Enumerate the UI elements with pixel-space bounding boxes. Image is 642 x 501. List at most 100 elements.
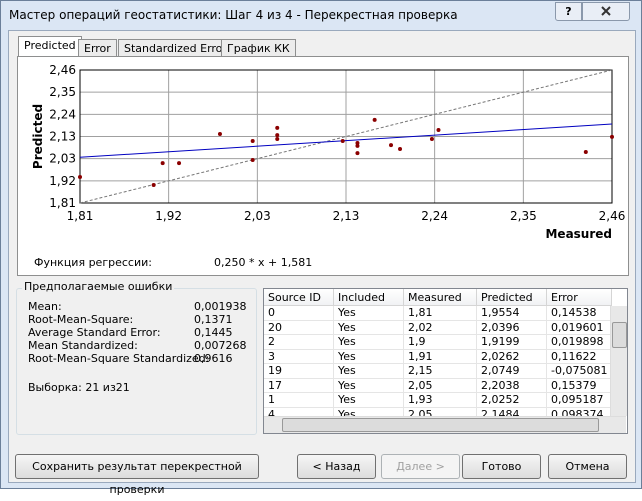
point [355, 143, 360, 148]
y-tick-label: 2,35 [49, 85, 76, 99]
table-box: Source ID Included Measured Predicted Error 0… [263, 288, 628, 434]
regression-label: Функция регрессии: [34, 256, 152, 269]
table-cell: Yes [333, 378, 404, 393]
table-cell: 3 [264, 349, 334, 364]
table-row: 19 Yes 2,15 2,0749 -0,075081 [264, 363, 612, 379]
window-title: Мастер операций геостатистики: Шаг 4 из … [9, 8, 458, 22]
error-label: Root-Mean-Square Standardized: [28, 352, 210, 365]
table-cell: 2,02 [403, 320, 477, 335]
table-cell: 2,2038 [476, 378, 547, 393]
client-area: Predicted Error Standardized Error График К… [8, 30, 636, 496]
cancel-button[interactable]: Отмена [548, 454, 627, 479]
table-cell: 1,9554 [476, 305, 547, 321]
column-header[interactable]: Included [333, 289, 404, 306]
table-cell: 2,0262 [476, 349, 547, 364]
table-cell: 20 [264, 320, 334, 335]
error-value: 0,9616 [194, 352, 233, 365]
sample-count: Выборка: 21 из21 [28, 381, 130, 394]
table-cell: 0,019898 [546, 334, 612, 350]
regression-formula: 0,250 * x + 1,581 [214, 256, 313, 269]
table-row: 3 Yes 1,91 2,0262 0,11622 [264, 349, 612, 364]
table-cell: 19 [264, 363, 334, 379]
x-tick-label: 2,24 [421, 209, 448, 223]
error-label: Root-Mean-Square: [28, 313, 134, 326]
point [160, 161, 165, 166]
v-thumb[interactable] [612, 322, 627, 348]
column-header[interactable]: Error [546, 289, 612, 306]
error-value: 0,001938 [194, 300, 247, 313]
finish-button[interactable]: Готово [462, 454, 541, 479]
point [429, 136, 434, 141]
h-thumb[interactable] [282, 418, 599, 432]
y-tick-label: 2,46 [49, 63, 76, 77]
table-cell: 1,81 [403, 305, 477, 321]
tab[interactable]: Standardized Error [118, 39, 233, 57]
table-cell: 1,9 [403, 334, 477, 350]
h-scrollbar[interactable] [264, 416, 626, 433]
x-tick-label: 2,35 [510, 209, 537, 223]
x-tick-label: 1,81 [67, 209, 94, 223]
y-tick-label: 2,03 [49, 152, 76, 166]
column-header[interactable]: Predicted [476, 289, 547, 306]
x-tick-label: 1,92 [155, 209, 182, 223]
table-cell: 2,0749 [476, 363, 547, 379]
point [275, 136, 280, 141]
table-cell: 1,91 [403, 349, 477, 364]
errors-title: Предполагаемые ошибки [22, 280, 175, 293]
point [389, 143, 394, 148]
table-row: 17 Yes 2,05 2,2038 0,15379 [264, 378, 612, 393]
point [583, 150, 588, 155]
point [436, 127, 441, 132]
table-cell: Yes [333, 320, 404, 335]
table-cell: Yes [333, 363, 404, 379]
table-row: 2 Yes 1,9 1,9199 0,019898 [264, 334, 612, 350]
error-value: 0,007268 [194, 339, 247, 352]
column-header[interactable]: Measured [403, 289, 477, 306]
point [250, 139, 255, 144]
header-row: Source ID Included Measured Predicted Error [264, 289, 612, 306]
tab[interactable]: Error [78, 39, 117, 57]
y-tick-label: 1,92 [49, 174, 76, 188]
tab[interactable]: Predicted [18, 36, 82, 58]
v-scrollbar[interactable] [610, 306, 627, 416]
table-cell: 0,15379 [546, 378, 612, 393]
table-row: 1 Yes 1,93 2,0252 0,095187 [264, 392, 612, 408]
point [151, 182, 156, 187]
y-tick-label: 1,81 [49, 196, 76, 210]
table-row: 0 Yes 1,81 1,9554 0,14538 [264, 305, 612, 321]
table-cell: 1 [264, 392, 334, 408]
x-tick-label: 2,46 [599, 209, 626, 223]
error-label: Mean: [28, 300, 62, 313]
tab[interactable]: График КК [221, 39, 296, 57]
error-label: Mean Standardized: [28, 339, 138, 352]
reference-line [79, 69, 613, 204]
table-cell: 0,095187 [546, 392, 612, 408]
point [275, 133, 280, 138]
table-cell: 0 [264, 305, 334, 321]
y-tick-label: 2,24 [49, 107, 76, 121]
table-cell: 2,05 [403, 378, 477, 393]
y-axis-title: Predicted [31, 104, 45, 169]
table-cell: Yes [333, 392, 404, 408]
table-row: 20 Yes 2,02 2,0396 0,019601 [264, 320, 612, 335]
column-header[interactable]: Source ID [264, 289, 334, 306]
table-cell: 2,0396 [476, 320, 547, 335]
table-cell: 0,14538 [546, 305, 612, 321]
x-axis-title: Measured [545, 227, 612, 241]
point [340, 139, 345, 144]
point [217, 132, 222, 137]
back-button[interactable]: < Назад [297, 454, 376, 479]
close-icon [601, 6, 611, 16]
point [610, 134, 614, 139]
point [355, 141, 360, 146]
table-cell: 1,9199 [476, 334, 547, 350]
table-cell: 2,15 [403, 363, 477, 379]
point [275, 125, 280, 130]
help-button[interactable]: ? [555, 2, 582, 21]
error-value: 0,1371 [194, 313, 233, 326]
close-button[interactable] [582, 2, 630, 21]
save-button[interactable]: Сохранить результат перекрестной проверк… [15, 454, 259, 496]
table-cell: Yes [333, 305, 404, 321]
error-value: 0,1445 [194, 326, 233, 339]
